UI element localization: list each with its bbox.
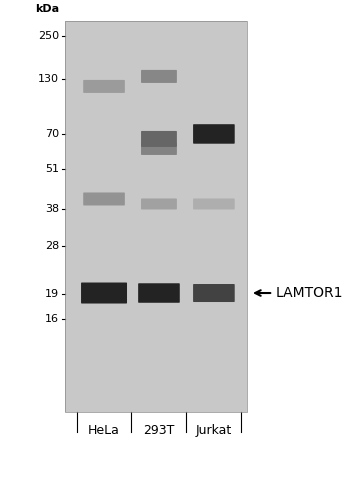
Text: Jurkat: Jurkat [196,424,232,437]
Bar [65,22,247,411]
FancyBboxPatch shape [141,70,177,83]
Text: HeLa: HeLa [88,424,120,437]
Text: 16: 16 [45,314,59,324]
FancyBboxPatch shape [193,124,235,144]
Text: LAMTOR1: LAMTOR1 [276,286,344,300]
Text: 19: 19 [45,289,59,299]
Text: 293T: 293T [143,424,175,437]
FancyBboxPatch shape [138,283,180,303]
Text: 51: 51 [45,164,59,174]
Text: 28: 28 [45,241,59,252]
Text: 38: 38 [45,204,59,214]
FancyBboxPatch shape [193,284,235,302]
FancyBboxPatch shape [193,199,235,209]
FancyBboxPatch shape [83,193,125,206]
FancyBboxPatch shape [141,199,177,209]
FancyBboxPatch shape [141,131,177,147]
Text: kDa: kDa [35,4,59,14]
Text: 70: 70 [45,129,59,139]
Text: 250: 250 [38,31,59,41]
FancyBboxPatch shape [141,143,177,155]
Bar [65,22,247,411]
FancyBboxPatch shape [81,283,127,303]
Text: 130: 130 [38,74,59,84]
FancyBboxPatch shape [83,80,125,93]
